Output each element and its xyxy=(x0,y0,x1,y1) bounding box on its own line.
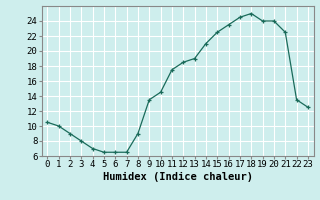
X-axis label: Humidex (Indice chaleur): Humidex (Indice chaleur) xyxy=(103,172,252,182)
